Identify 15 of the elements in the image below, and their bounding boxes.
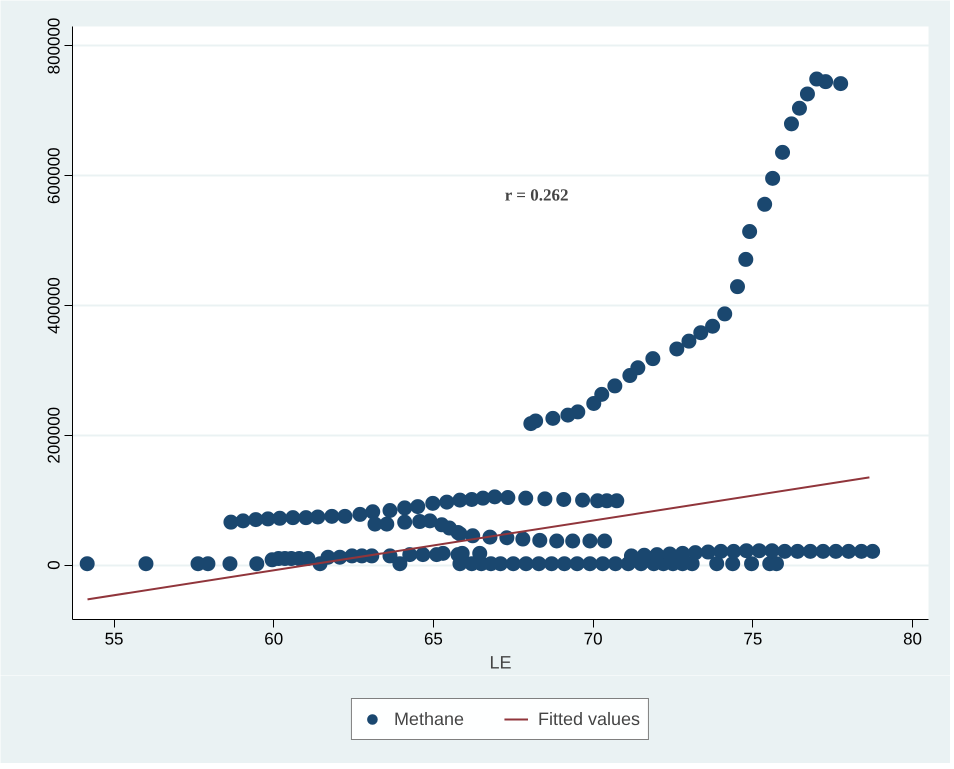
annotation: r = 0.262 [504,185,568,204]
x-tick-label: 55 [104,630,124,648]
x-tick-label: 80 [903,630,922,648]
y-tick-label: 400000 [44,277,64,334]
legend-label: Fitted values [538,708,640,730]
y-tick-label: 0 [44,560,64,570]
y-tick-label: 200000 [44,406,64,464]
x-tick-label: 65 [424,630,443,648]
legend-label: Methane [394,708,464,730]
x-axis-title: LE [489,652,512,672]
y-tick-label: 600000 [44,147,64,204]
x-tick-label: 60 [264,630,284,648]
x-tick-label: 70 [584,630,603,648]
y-tick-label: 800000 [44,18,64,74]
x-tick-label: 75 [743,630,762,648]
